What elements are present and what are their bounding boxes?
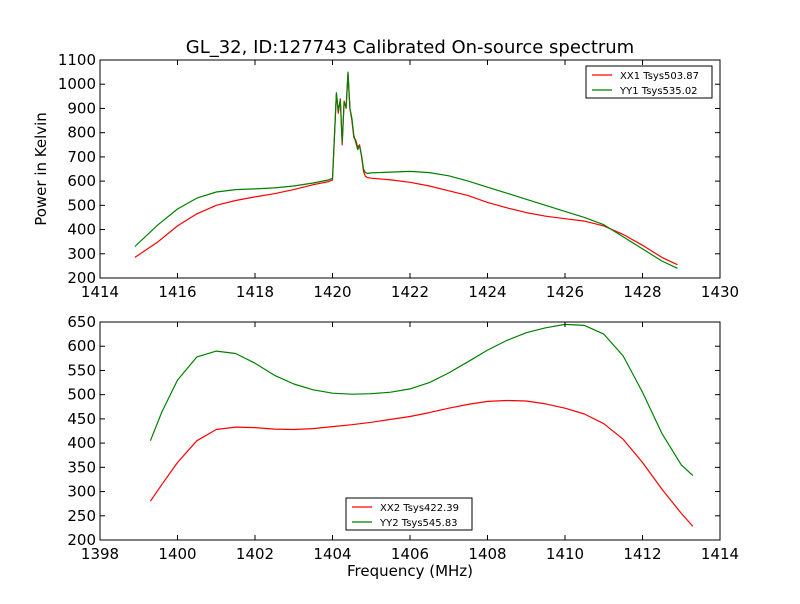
y-tick-label: 400 bbox=[67, 221, 96, 239]
legend-label: YY1 Tsys535.02 bbox=[619, 86, 698, 97]
y-tick-label: 200 bbox=[67, 531, 96, 549]
legend-label: XX2 Tsys422.39 bbox=[380, 503, 459, 514]
x-tick-label: 1408 bbox=[468, 545, 506, 563]
x-tick-label: 1428 bbox=[623, 283, 661, 301]
legend-box bbox=[585, 65, 713, 99]
x-tick-label: 1414 bbox=[701, 545, 739, 563]
x-tick-label: 1420 bbox=[313, 283, 351, 301]
y-tick-label: 1100 bbox=[58, 51, 96, 69]
y-tick-label: 300 bbox=[67, 245, 96, 263]
y-tick-label: 700 bbox=[67, 148, 96, 166]
x-axis-label: Frequency (MHz) bbox=[347, 562, 473, 580]
x-tick-label: 1414 bbox=[81, 283, 119, 301]
top-chart: 1414 1416 1418 1420 1422 1424 1426 1428 1430 200 3… bbox=[32, 51, 739, 301]
x-tick-label: 1422 bbox=[391, 283, 429, 301]
x-tick-label: 1406 bbox=[391, 545, 429, 563]
y-tick-label: 600 bbox=[67, 172, 96, 190]
legend-label: YY2 Tsys545.83 bbox=[379, 518, 458, 529]
y-tick-label: 600 bbox=[67, 337, 96, 355]
legend-label: XX1 Tsys503.87 bbox=[620, 71, 699, 82]
y-tick-label: 300 bbox=[67, 483, 96, 501]
y-tick-label: 550 bbox=[67, 361, 96, 379]
series-line-2 bbox=[134, 71, 678, 269]
x-tick-label: 1416 bbox=[158, 283, 196, 301]
x-tick-label: 1412 bbox=[623, 545, 661, 563]
y-tick-label: 450 bbox=[67, 410, 96, 428]
series-line-2 bbox=[149, 323, 694, 477]
x-tick-label: 1418 bbox=[236, 283, 274, 301]
x-tick-label: 1410 bbox=[546, 545, 584, 563]
series-line-1 bbox=[134, 72, 678, 266]
y-tick-label: 650 bbox=[67, 313, 96, 331]
y-tick-label: 200 bbox=[67, 269, 96, 287]
x-tick-label: 1430 bbox=[701, 283, 739, 301]
y-tick-label: 250 bbox=[67, 507, 96, 525]
x-tick-label: 1398 bbox=[81, 545, 119, 563]
bottom-chart: 1398 1400 1402 1404 1406 1408 1410 1412 1414 200 2… bbox=[67, 313, 739, 580]
x-tick-label: 1404 bbox=[313, 545, 351, 563]
y-tick-label: 500 bbox=[67, 386, 96, 404]
x-tick-label: 1400 bbox=[158, 545, 196, 563]
y-tick-label: 400 bbox=[67, 434, 96, 452]
x-tick-label: 1424 bbox=[468, 283, 506, 301]
y-tick-label: 800 bbox=[67, 124, 96, 142]
y-tick-label: 900 bbox=[67, 99, 96, 117]
legend: XX2 Tsys422.39 YY2 Tsys545.83 bbox=[345, 497, 473, 531]
legend-box bbox=[345, 497, 473, 531]
y-tick-label: 1000 bbox=[58, 75, 96, 93]
legend: XX1 Tsys503.87 YY1 Tsys535.02 bbox=[585, 65, 713, 99]
y-axis-label: Power in Kelvin bbox=[32, 112, 50, 226]
x-tick-label: 1426 bbox=[546, 283, 584, 301]
chart-title: GL_32, ID:127743 Calibrated On-source sp… bbox=[186, 37, 634, 58]
series-line-1 bbox=[149, 399, 694, 527]
y-tick-label: 350 bbox=[67, 458, 96, 476]
y-tick-label: 500 bbox=[67, 196, 96, 214]
x-tick-label: 1402 bbox=[236, 545, 274, 563]
